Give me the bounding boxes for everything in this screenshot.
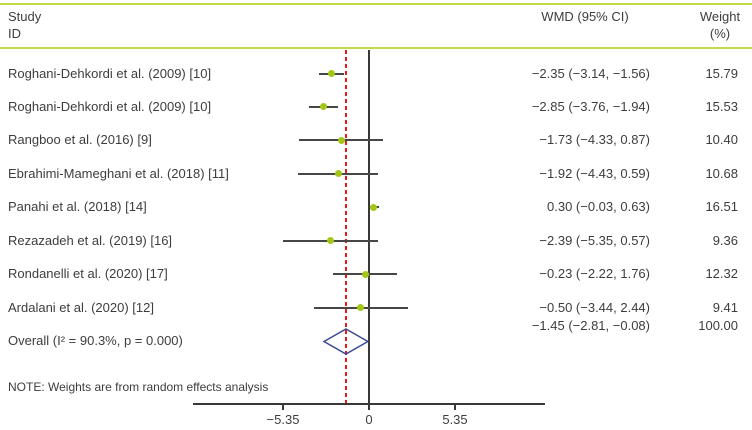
- overall-weight-value: 100.00: [698, 318, 738, 333]
- weight-value: 9.41: [712, 299, 738, 315]
- weight-value: 15.79: [705, 65, 738, 81]
- weight-value: 15.53: [705, 98, 738, 114]
- point-estimate-marker: [337, 136, 345, 144]
- wmd-ci-value: −1.73 (−4.33, 0.87): [539, 132, 650, 148]
- zero-line: [368, 50, 370, 403]
- x-axis-tick: [454, 405, 456, 410]
- weight-value: 12.32: [705, 266, 738, 282]
- point-estimate-marker: [327, 70, 335, 77]
- x-axis-tick-label: 5.35: [442, 412, 468, 427]
- x-axis-tick-label: 0: [365, 412, 373, 427]
- wmd-ci-value: −2.85 (−3.76, −1.94): [531, 98, 650, 114]
- point-estimate-marker: [357, 304, 365, 311]
- header-weight-line2: (%): [709, 26, 731, 41]
- header-study-line2: ID: [8, 26, 21, 41]
- point-estimate-marker: [319, 103, 327, 111]
- wmd-ci-value: −2.35 (−3.14, −1.56): [531, 65, 650, 81]
- weight-value: 10.40: [705, 132, 738, 148]
- study-row-label: Ardalani et al. (2020) [12]: [8, 299, 154, 315]
- study-row-label: Rezazadeh et al. (2019) [16]: [8, 232, 173, 248]
- weight-value: 16.51: [705, 199, 738, 215]
- wmd-ci-value: −2.39 (−5.35, 0.57): [539, 232, 650, 248]
- top-rule: [0, 3, 752, 5]
- header-wmd: WMD (95% CI): [541, 9, 629, 24]
- point-estimate-marker: [370, 203, 378, 211]
- overall-reference-line: [344, 50, 347, 403]
- note-text: NOTE: Weights are from random effects an…: [8, 380, 269, 394]
- overall-diamond: [322, 327, 370, 355]
- study-row-label: Rondanelli et al. (2020) [17]: [8, 266, 168, 282]
- x-axis-tick: [368, 405, 370, 410]
- study-row-label: Ebrahimi-Mameghani et al. (2018) [11]: [8, 165, 229, 181]
- header-weight-line1: Weight: [699, 9, 741, 24]
- overall-label: Overall (I² = 90.3%, p = 0.000): [8, 333, 183, 348]
- weight-value: 9.36: [712, 232, 738, 248]
- study-row-label: Roghani-Dehkordi et al. (2009) [10]: [8, 98, 212, 114]
- x-axis-tick-label: −5.35: [266, 412, 300, 427]
- x-axis-tick: [282, 405, 284, 410]
- header-study-line1: Study: [8, 9, 42, 24]
- study-row-label: Rangboo et al. (2016) [9]: [8, 132, 152, 148]
- study-row-label: Roghani-Dehkordi et al. (2009) [10]: [8, 65, 212, 81]
- point-estimate-marker: [334, 170, 342, 178]
- wmd-ci-value: −0.23 (−2.22, 1.76): [539, 266, 650, 282]
- wmd-ci-value: −1.92 (−4.43, 0.59): [539, 165, 650, 181]
- study-row-label: Panahi et al. (2018) [14]: [8, 199, 147, 215]
- point-estimate-marker: [361, 270, 369, 278]
- overall-wmd-ci-value: −1.45 (−2.81, −0.08): [531, 318, 650, 333]
- wmd-ci-value: −0.50 (−3.44, 2.44): [539, 299, 650, 315]
- header-bottom-rule: [0, 47, 752, 49]
- point-estimate-marker: [327, 237, 335, 245]
- wmd-ci-value: 0.30 (−0.03, 0.63): [547, 199, 650, 215]
- x-axis-line: [193, 403, 545, 405]
- weight-value: 10.68: [705, 165, 738, 181]
